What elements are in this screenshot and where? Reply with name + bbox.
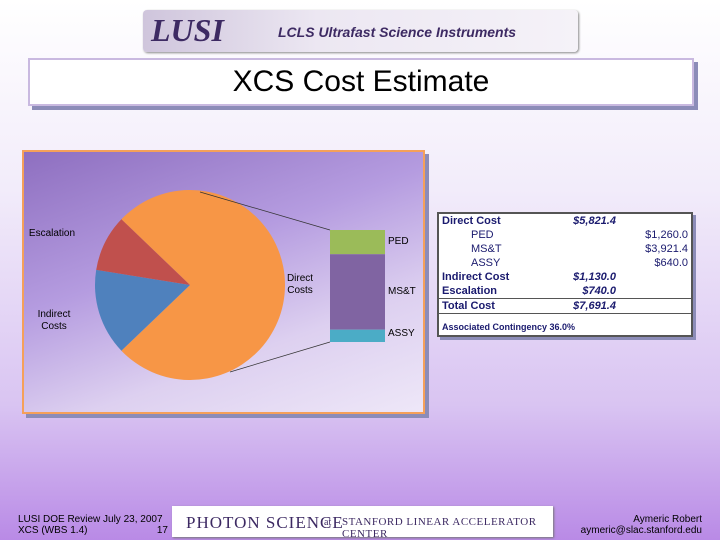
table-row: ASSY $640.0 [439, 256, 691, 270]
cell [618, 298, 691, 314]
cost-cell: $740.0 [582, 285, 616, 297]
row-label: Total Cost [439, 298, 547, 314]
cost-table: Direct Cost $5,821.4 PED $1,260.0 MS&T $3,921… [437, 212, 693, 337]
legend-label: Indirect Costs [37, 309, 71, 332]
bar-segment [330, 329, 385, 342]
cost-cell: $5,821.4 [573, 215, 616, 227]
row-label: Direct Cost [442, 215, 501, 227]
table-row: MS&T $3,921.4 [439, 242, 691, 256]
footer-event: LUSI DOE Review July 23, 2007 [18, 514, 163, 525]
footer-wbs: XCS (WBS 1.4) [18, 525, 88, 536]
pie-slice [121, 190, 285, 380]
cost-cell: $7,691.4 [546, 298, 619, 314]
row-label: MS&T [471, 243, 502, 255]
cell [619, 284, 691, 299]
row-label: PED [471, 229, 494, 241]
legend-label: Direct Costs [286, 273, 314, 296]
table-row: Total Cost $7,691.4 [439, 298, 691, 314]
table-row: Escalation $740.0 [439, 284, 691, 299]
table-row: Direct Cost $5,821.4 [439, 214, 691, 228]
title-box: XCS Cost Estimate [28, 58, 694, 106]
banner-center: STANFORD LINEAR ACCELERATOR CENTER [342, 516, 537, 540]
row-label: Escalation [442, 285, 498, 297]
banner-main: PHOTON SCIENCE [186, 513, 344, 532]
chart [94, 190, 385, 380]
cell [619, 214, 691, 228]
pie-slice [96, 219, 190, 285]
footer-left: LUSI DOE Review July 23, 2007 XCS (WBS 1… [18, 514, 168, 536]
detail-cell: $3,921.4 [645, 243, 688, 255]
pie-slice [94, 269, 190, 351]
banner-at: at [324, 517, 332, 528]
connector [229, 341, 331, 373]
detail-cell: $640.0 [654, 257, 688, 269]
bar-segment [330, 254, 385, 330]
footer-banner: PHOTON SCIENCE at STANFORD LINEAR ACCELE… [172, 506, 553, 540]
logo: LUSI [151, 12, 224, 48]
row-label: Indirect Cost [442, 271, 510, 283]
page-number: 17 [156, 525, 168, 536]
cell [547, 242, 619, 256]
bar-label: PED [388, 236, 409, 247]
table-row: PED $1,260.0 [439, 228, 691, 242]
bar-label: MS&T [388, 286, 416, 297]
detail-cell: $1,260.0 [645, 229, 688, 241]
cell [547, 228, 619, 242]
header-banner: LUSI LCLS Ultrafast Science Instruments [143, 10, 578, 52]
cost-cell: $1,130.0 [573, 271, 616, 283]
table: Direct Cost $5,821.4 PED $1,260.0 MS&T $3,921… [439, 214, 691, 314]
header-subtitle: LCLS Ultrafast Science Instruments [278, 24, 517, 40]
chart-box: Escalation Indirect Costs Direct Costs P… [22, 150, 425, 414]
footer-row: XCS (WBS 1.4) 17 [18, 525, 168, 536]
footer-email: aymeric@slac.stanford.edu [580, 525, 702, 536]
slide-title: XCS Cost Estimate [232, 65, 490, 98]
cell [619, 270, 691, 284]
footer-right: Aymeric Robert aymeric@slac.stanford.edu [581, 514, 702, 536]
cell [547, 256, 619, 270]
bar-label: ASSY [388, 328, 415, 339]
connector [199, 191, 331, 231]
bar-segment [330, 230, 385, 255]
row-label: ASSY [471, 257, 501, 269]
legend-label: Escalation [28, 228, 76, 239]
table-note: Associated Contingency 36.0% [442, 322, 576, 332]
table-row: Indirect Cost $1,130.0 [439, 270, 691, 284]
footer-author: Aymeric Robert [633, 514, 702, 525]
